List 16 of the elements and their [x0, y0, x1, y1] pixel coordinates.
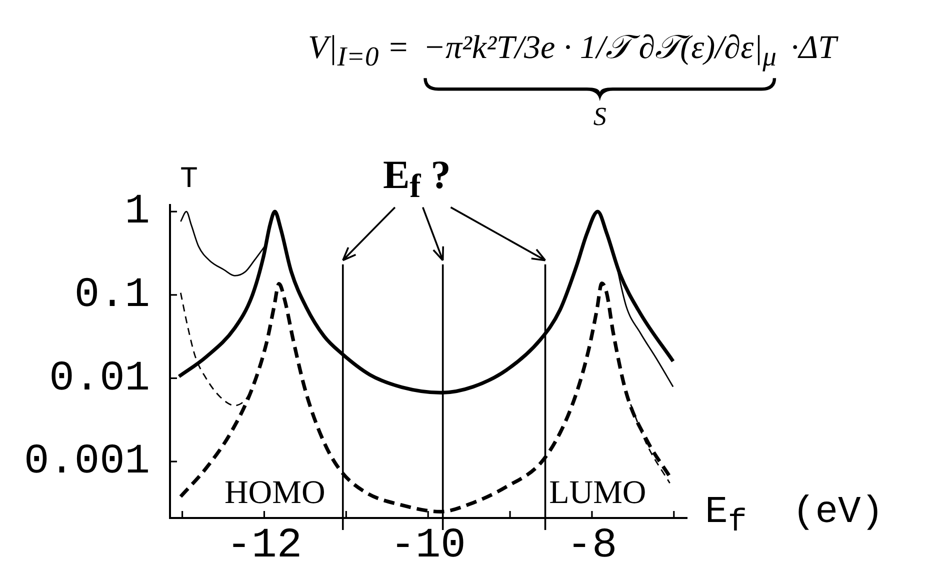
x-tick-label: -10 — [390, 521, 466, 565]
text: S — [593, 102, 606, 132]
x-tick-label: -8 — [566, 521, 618, 565]
y-tick-label: 1 — [124, 188, 150, 236]
y-tick-label: 0.1 — [74, 271, 150, 320]
text: ·ΔT — [790, 30, 836, 66]
annotation: HOMO — [224, 475, 326, 511]
y-axis-title: T — [180, 163, 198, 197]
annotation: E$_{f}$ ? — [382, 152, 451, 205]
y-tick-label: 0.001 — [24, 438, 150, 486]
x-tick-label: -12 — [226, 521, 302, 565]
text: V|$_{I=0}$ = — [308, 30, 410, 72]
annotation: LUMO — [549, 475, 646, 511]
text: E$_{f}$ (eV) — [705, 491, 884, 541]
y-tick-label: 0.01 — [49, 354, 150, 402]
text: −π²k²T/3e · 1/𝒯 ∂𝒯(ε)/∂ε|$_{μ}$ — [423, 30, 776, 72]
